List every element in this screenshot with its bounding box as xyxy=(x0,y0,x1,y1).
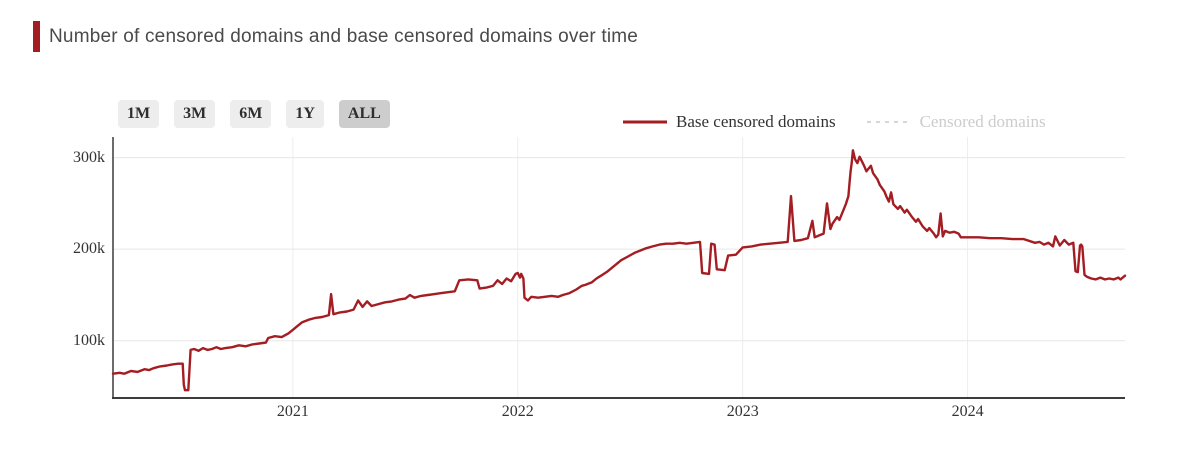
legend-item-censored-domains[interactable]: Censored domains xyxy=(866,112,1046,132)
y-axis-tick-label: 300k xyxy=(73,148,105,166)
title-accent-bar xyxy=(33,21,40,52)
range-button-all[interactable]: ALL xyxy=(338,100,390,128)
legend-line-solid-icon xyxy=(623,120,667,124)
legend-line-dashed-icon xyxy=(866,121,911,123)
range-button-1y[interactable]: 1Y xyxy=(286,100,324,128)
y-axis-tick-label: 100k xyxy=(73,331,105,349)
range-button-1m[interactable]: 1M xyxy=(118,100,160,128)
x-axis-tick-label: 2022 xyxy=(501,403,534,420)
legend-label: Censored domains xyxy=(919,112,1046,131)
chart-header: Number of censored domains and base cens… xyxy=(33,21,638,52)
x-axis-tick-label: 2024 xyxy=(951,403,984,420)
x-axis-tick-label: 2023 xyxy=(726,403,759,420)
range-selector: 1M 3M 6M 1Y ALL xyxy=(118,100,390,128)
chart-legend: Base censored domains Censored domains xyxy=(622,112,1046,132)
x-axis-tick-label: 2021 xyxy=(276,403,309,420)
range-button-3m[interactable]: 3M xyxy=(174,100,216,128)
chart-title: Number of censored domains and base cens… xyxy=(49,26,639,47)
range-button-6m[interactable]: 6M xyxy=(230,100,272,128)
legend-label: Base censored domains xyxy=(676,112,836,131)
legend-item-base-censored-domains[interactable]: Base censored domains xyxy=(622,112,836,132)
y-axis-tick-label: 200k xyxy=(73,240,105,258)
series-line-base-censored-domains xyxy=(111,149,1127,392)
